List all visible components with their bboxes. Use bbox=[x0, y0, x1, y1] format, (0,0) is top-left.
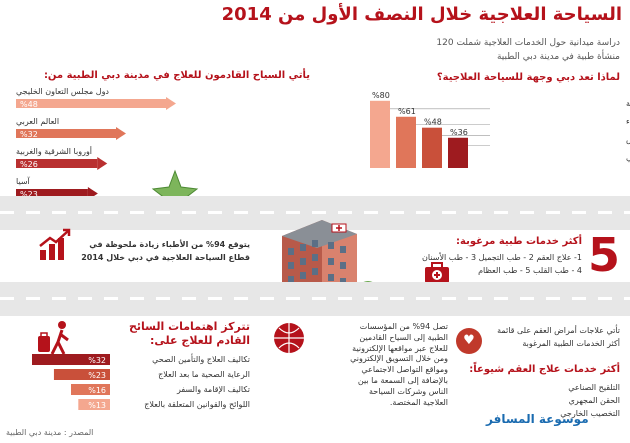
origin-value-label: %48 bbox=[20, 100, 38, 109]
why-value-label: %80 bbox=[372, 91, 390, 100]
infertility-item: الحقن المجهري bbox=[568, 396, 620, 405]
origin-bar-arrow bbox=[166, 97, 176, 110]
origin-bar-arrow bbox=[97, 157, 108, 170]
origin-chart: دول مجلس التعاون الخليجي %48 العالم العربي… bbox=[16, 87, 176, 200]
concern-label: تكاليف الإقامة والسفر bbox=[176, 385, 250, 394]
doctors-text-1: يتوقع 94% من الأطباء زيادة ملحوظة في bbox=[89, 240, 250, 249]
online-line: ومواقع التواصل الاجتماعي bbox=[361, 365, 448, 375]
doctors-text-2: قطاع السياحة العلاجية في دبي خلال 2014 bbox=[81, 253, 250, 262]
origin-value-label: %23 bbox=[20, 190, 38, 199]
infertility-item: التخصيب الخارجي bbox=[560, 409, 620, 418]
origin-category-label: أوروبا الشرقية والغربية bbox=[16, 146, 92, 156]
concern-labels: تكاليف العلاج والتأمين الصحي الرعاية الص… bbox=[100, 352, 250, 412]
infertility-list: التلقيح الصناعي الحقن المجهري التخصيب ال… bbox=[470, 381, 620, 420]
globe-icon bbox=[271, 320, 307, 356]
origin-category-label: العالم العربي bbox=[16, 117, 59, 126]
why-value-label: %36 bbox=[450, 128, 468, 137]
infertility-item: التلقيح الصناعي bbox=[568, 383, 620, 392]
origin-bar bbox=[16, 99, 166, 108]
origin-category-label: دول مجلس التعاون الخليجي bbox=[16, 87, 109, 96]
why-value-label: %48 bbox=[424, 118, 442, 127]
why-bar bbox=[422, 127, 442, 168]
why-dubai-title: لماذا تعد دبي وجهة للسياحة العلاجية؟ bbox=[436, 72, 620, 83]
source-note: المصدر : مدينة دبي الطبية bbox=[6, 428, 94, 437]
online-line: بالإضافة إلى السمعة ما بين bbox=[357, 375, 448, 385]
concern-value-label: %32 bbox=[88, 356, 106, 365]
top5-row-1: 1- علاج العقم 2 - طب التجميل 3 - طب الأس… bbox=[422, 253, 582, 262]
concerns-title-2: القادم للعلاج على: bbox=[150, 334, 250, 347]
origin-value-label: %26 bbox=[20, 160, 38, 169]
online-text: تصل 94% من المؤسسات الطبية إلى السياح ال… bbox=[318, 322, 448, 408]
why-category-label: القرب الجغرافي bbox=[626, 153, 630, 162]
watermark-logo: موسوعة المسافر bbox=[486, 412, 589, 426]
concern-bar bbox=[53, 369, 110, 380]
origin-value-label: %32 bbox=[20, 130, 38, 139]
study-line-2: منشأة طبية في مدينة دبي الطبية bbox=[496, 52, 620, 62]
medical-kit-icon bbox=[425, 262, 449, 283]
origin-bar bbox=[16, 159, 98, 168]
online-line: للعلاج عبر مواقعها الإلكترونية bbox=[352, 343, 448, 353]
traveler-suitcase-icon bbox=[38, 321, 69, 355]
online-line: الناس وشركات السياحة bbox=[368, 386, 448, 396]
why-category-label: توفر رعاية صحية بجودة عالية bbox=[626, 99, 630, 108]
concern-value-label: %23 bbox=[88, 371, 106, 380]
infertility-line-2: أكثر الخدمات الطبية المرغوبة bbox=[522, 339, 620, 348]
concern-bar bbox=[32, 354, 110, 365]
page-title: السياحة العلاجية خلال النصف الأول من 201… bbox=[221, 4, 622, 25]
why-category-label: خبرة الأطباء bbox=[626, 116, 630, 126]
concern-value-label: %13 bbox=[88, 401, 106, 410]
origin-title: يأتي السياح القادمون للعلاج في مدينة دبي… bbox=[43, 70, 310, 81]
origin-bar bbox=[16, 189, 88, 198]
study-line-1: دراسة ميدانية حول الخدمات العلاجية شملت … bbox=[436, 38, 620, 48]
concern-label: تكاليف العلاج والتأمين الصحي bbox=[152, 355, 250, 364]
growth-chart-icon bbox=[39, 228, 71, 260]
origin-category-label: آسيا bbox=[16, 176, 31, 186]
why-dubai-chart: %80 توفر رعاية صحية بجودة عالية %61 خبرة ال… bbox=[370, 91, 630, 168]
why-value-label: %61 bbox=[398, 107, 416, 116]
road-divider-bottom bbox=[0, 282, 630, 316]
origin-bar-arrow bbox=[116, 127, 126, 140]
origin-bar bbox=[16, 129, 116, 138]
top5-number: 5 bbox=[588, 228, 621, 282]
concerns-chart: %32 %23 %16 %13 bbox=[32, 354, 110, 410]
top5-title: أكثر خدمات طبية مرغوبة: bbox=[456, 236, 582, 247]
why-category-label: توفر العلاج المتخصص bbox=[626, 135, 630, 144]
concern-label: اللوائح والقوانين المتعلقة بالعلاج bbox=[144, 400, 250, 409]
online-line: ومن خلال التسويق الإلكتروني bbox=[350, 354, 448, 364]
concern-value-label: %16 bbox=[88, 386, 106, 395]
online-line: العلاجية المختصة. bbox=[389, 397, 448, 407]
concern-bar bbox=[78, 399, 110, 410]
infertility-line-1: تأتي علاجات أمراض العقم على قائمة bbox=[497, 326, 620, 335]
top5-row-2: 4 - طب القلب 5 - طب العظام bbox=[478, 266, 582, 275]
mother-child-icon: ♥ bbox=[456, 328, 482, 354]
why-bar bbox=[396, 116, 416, 168]
why-bar bbox=[448, 137, 468, 168]
why-bar bbox=[370, 100, 390, 168]
infertility-title: أكثر خدمات علاج العقم شيوعاً: bbox=[469, 364, 620, 375]
concerns-title: تتركز اهتمامات السائح bbox=[128, 320, 250, 333]
concern-label: الرعاية الصحية ما بعد العلاج bbox=[158, 370, 250, 379]
concern-bar bbox=[71, 384, 110, 395]
online-line: تصل 94% من المؤسسات bbox=[359, 322, 448, 331]
online-line: الطبية إلى السياح القادمين bbox=[359, 332, 448, 342]
